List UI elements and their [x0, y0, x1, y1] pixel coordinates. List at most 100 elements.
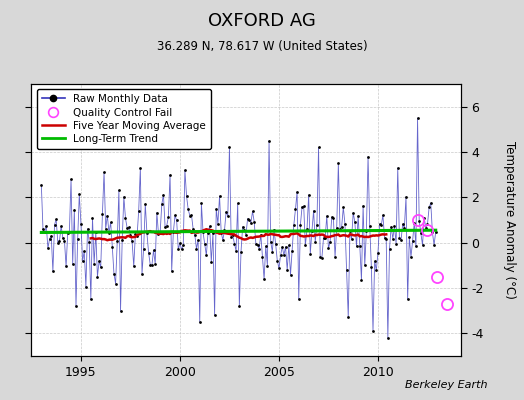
Text: OXFORD AG: OXFORD AG: [208, 12, 316, 30]
Point: [162, 222, 171, 229]
Point: [90, 260, 99, 267]
Point: [62, 263, 70, 270]
Point: [73, 236, 82, 243]
Point: [275, 265, 283, 271]
Point: [390, 223, 399, 229]
Point: [252, 240, 260, 247]
Point: [382, 236, 390, 242]
Point: [418, 242, 427, 248]
Point: [174, 246, 182, 253]
Point: [323, 213, 331, 219]
Point: [106, 219, 115, 226]
Point: [425, 204, 433, 211]
Point: [257, 231, 265, 238]
Point: [105, 230, 113, 236]
Point: [224, 213, 232, 219]
Point: [191, 232, 199, 238]
Point: [359, 203, 367, 209]
Point: [42, 222, 50, 229]
Point: [255, 245, 264, 252]
Point: [67, 176, 75, 182]
Point: [337, 224, 346, 230]
Point: [121, 215, 129, 222]
Point: [303, 226, 311, 233]
Point: [103, 212, 112, 219]
Point: [217, 229, 225, 236]
Point: [361, 262, 369, 269]
Point: [308, 227, 316, 234]
Point: [59, 234, 67, 241]
Point: [273, 258, 281, 264]
Point: [149, 247, 158, 253]
Point: [169, 229, 178, 235]
Point: [352, 243, 361, 250]
Point: [148, 262, 156, 268]
Point: [47, 233, 56, 239]
Text: Berkeley Earth: Berkeley Earth: [405, 380, 487, 390]
Point: [50, 222, 59, 228]
Point: [281, 244, 290, 250]
Point: [95, 258, 103, 264]
Point: [141, 201, 149, 207]
Point: [347, 236, 356, 242]
Point: [136, 165, 145, 171]
Point: [129, 263, 138, 270]
Point: [309, 207, 318, 214]
Point: [199, 229, 207, 236]
Point: [227, 234, 235, 240]
Point: [56, 238, 64, 244]
Point: [212, 206, 221, 212]
Point: [172, 217, 181, 224]
Point: [158, 201, 166, 208]
Point: [271, 241, 280, 247]
Point: [283, 267, 291, 273]
Point: [164, 214, 172, 220]
Point: [389, 235, 397, 242]
Point: [112, 280, 120, 287]
Point: [331, 254, 339, 260]
Point: [316, 254, 324, 260]
Point: [113, 238, 122, 245]
Point: [116, 308, 125, 314]
Point: [40, 229, 49, 236]
Point: [82, 284, 90, 290]
Point: [385, 246, 394, 252]
Point: [189, 226, 198, 232]
Point: [334, 160, 343, 166]
Point: [110, 270, 118, 277]
Point: [232, 248, 240, 254]
Point: [39, 226, 47, 232]
Point: [415, 218, 423, 224]
Point: [178, 246, 186, 253]
Point: [285, 242, 293, 248]
Point: [53, 240, 62, 246]
Point: [43, 245, 52, 252]
Point: [77, 220, 85, 227]
Point: [397, 237, 405, 243]
Point: [349, 209, 357, 216]
Point: [265, 138, 273, 144]
Point: [432, 229, 440, 235]
Point: [138, 271, 146, 277]
Point: [422, 224, 430, 231]
Point: [366, 222, 374, 229]
Point: [379, 212, 387, 218]
Point: [70, 206, 79, 213]
Point: [258, 254, 267, 260]
Point: [375, 221, 384, 227]
Point: [423, 221, 432, 228]
Point: [293, 188, 301, 195]
Point: [346, 228, 354, 234]
Point: [118, 237, 126, 243]
Point: [234, 200, 242, 207]
Point: [270, 226, 278, 233]
Point: [205, 223, 214, 229]
Point: [267, 239, 275, 245]
Point: [215, 193, 224, 199]
Point: [98, 211, 106, 218]
Point: [405, 234, 413, 240]
Point: [344, 314, 353, 321]
Point: [296, 222, 304, 228]
Point: [326, 238, 334, 245]
Point: [60, 237, 69, 244]
